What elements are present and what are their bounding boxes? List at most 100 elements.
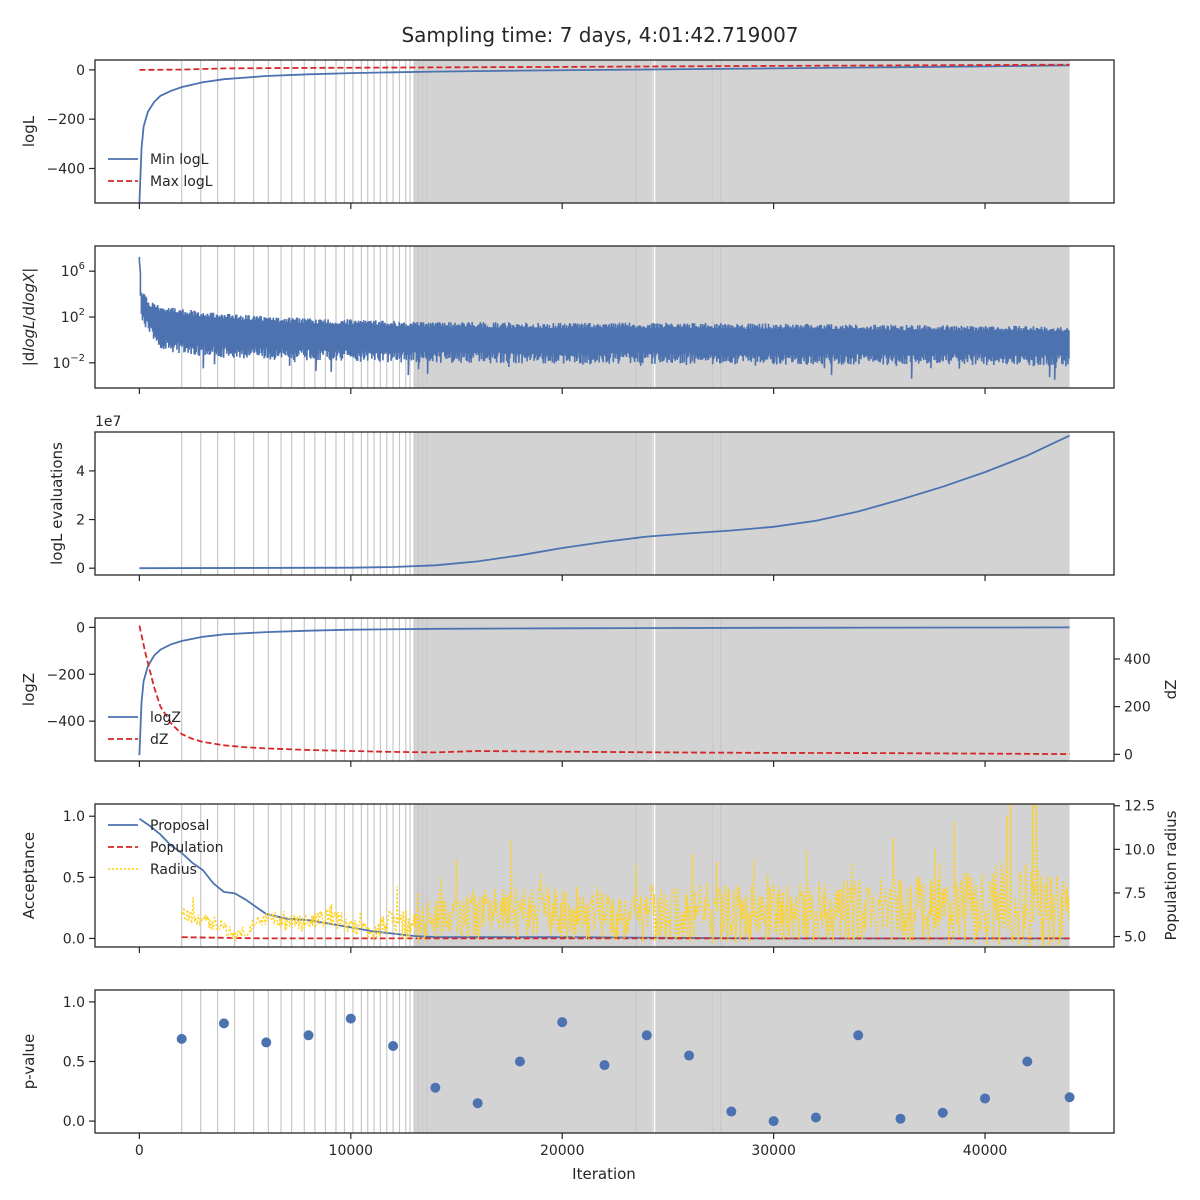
p-value-point bbox=[261, 1037, 272, 1048]
secondary-y-tick-label: 200 bbox=[1124, 700, 1151, 716]
shaded-region bbox=[414, 246, 653, 388]
shaded-region bbox=[655, 990, 1070, 1133]
secondary-y-axis-label: dZ bbox=[1162, 680, 1180, 700]
y-tick-label: 4 bbox=[76, 464, 85, 480]
p-value-point bbox=[853, 1030, 864, 1041]
legend-label: Population bbox=[150, 840, 224, 856]
y-axis-label: logZ bbox=[20, 673, 38, 706]
legend-label: logZ bbox=[150, 710, 181, 726]
secondary-y-tick-label: 7.5 bbox=[1124, 886, 1146, 902]
legend-label: Min logL bbox=[150, 152, 209, 168]
x-axis-label: Iteration bbox=[572, 1165, 636, 1183]
y-tick-label: −200 bbox=[47, 667, 85, 683]
y-tick-label: 0 bbox=[76, 620, 85, 636]
x-tick-label: 10000 bbox=[329, 1143, 374, 1159]
shaded-region bbox=[414, 432, 653, 575]
secondary-y-axis-label: Population radius bbox=[1162, 810, 1180, 940]
panel-1: 0 −200 −400 logL Min logL Max logL bbox=[20, 59, 1115, 209]
panel-4: 0 −200 −400 logZ 0 200 400 dZ logZ dZ bbox=[20, 617, 1180, 767]
p-value-point bbox=[684, 1050, 695, 1061]
shaded-region bbox=[414, 990, 653, 1133]
p-value-point bbox=[599, 1060, 610, 1071]
y-axis-label: Acceptance bbox=[20, 832, 38, 919]
p-value-point bbox=[726, 1106, 737, 1117]
secondary-y-tick-label: 400 bbox=[1124, 652, 1151, 668]
plot-area bbox=[138, 256, 1070, 380]
y-tick-label: −400 bbox=[47, 161, 85, 177]
y-tick-label: 0 bbox=[76, 63, 85, 79]
panel-5: 0.0 0.5 1.0 Acceptance 5.0 7.5 10.0 12.5 Populat… bbox=[20, 799, 1180, 953]
plot-area bbox=[138, 625, 1070, 756]
x-tick-label: 20000 bbox=[540, 1143, 585, 1159]
y-tick-label: 0.5 bbox=[63, 1055, 85, 1071]
shaded-region bbox=[414, 60, 653, 203]
shaded-region bbox=[655, 60, 1070, 203]
y-axis-label: logL evaluations bbox=[48, 442, 66, 565]
series-min-logl bbox=[138, 64, 1070, 203]
p-value-point bbox=[895, 1113, 906, 1124]
p-value-point bbox=[937, 1107, 948, 1118]
axes-frame bbox=[94, 431, 1115, 576]
derivative-band bbox=[138, 256, 1070, 380]
y-axis-label: logL bbox=[20, 115, 38, 147]
panel-2: 106 102 10−2 |dlogL/dlogX| bbox=[20, 245, 1115, 394]
axes-frame bbox=[94, 59, 1115, 204]
y-offset-label: 1e7 bbox=[95, 414, 121, 430]
axes-frame bbox=[94, 803, 1115, 948]
secondary-y-tick-label: 5.0 bbox=[1124, 930, 1146, 946]
p-value-point bbox=[388, 1041, 399, 1052]
shaded-region bbox=[655, 246, 1070, 388]
shaded-region bbox=[655, 432, 1070, 575]
legend-label: Proposal bbox=[150, 818, 209, 834]
plot-area bbox=[138, 804, 1070, 947]
plot-area bbox=[139, 434, 1070, 570]
y-tick-label: 102 bbox=[61, 307, 85, 326]
p-value-point bbox=[345, 1013, 356, 1024]
secondary-y-tick-label: 10.0 bbox=[1124, 842, 1155, 858]
series-3 bbox=[139, 434, 1070, 570]
y-tick-label: 1.0 bbox=[63, 995, 85, 1011]
p-value-point bbox=[303, 1030, 314, 1041]
p-value-point bbox=[641, 1030, 652, 1041]
series-radius bbox=[181, 804, 1070, 947]
secondary-y-tick-label: 0 bbox=[1124, 747, 1133, 763]
panel-6: 0 10000 20000 30000 40000 0.0 0.5 1.0 p-value bbox=[20, 989, 1115, 1159]
p-value-point bbox=[557, 1017, 568, 1028]
p-value-point bbox=[810, 1112, 821, 1123]
y-tick-label: 10−2 bbox=[52, 353, 85, 372]
p-value-point bbox=[1022, 1056, 1033, 1067]
p-value-point bbox=[472, 1098, 483, 1109]
y-tick-label: −200 bbox=[47, 112, 85, 128]
axes-frame bbox=[94, 617, 1115, 762]
p-value-point bbox=[768, 1116, 779, 1127]
shaded-region bbox=[655, 618, 1070, 761]
p-value-point bbox=[430, 1082, 441, 1093]
y-tick-label: 0.5 bbox=[63, 870, 85, 886]
series-dz bbox=[138, 625, 1070, 755]
y-tick-label: −400 bbox=[47, 714, 85, 730]
panels: 0 −200 −400 logL Min logL Max logL 106 102 10−2 |… bbox=[20, 59, 1180, 1159]
y-tick-label: 2 bbox=[76, 513, 85, 529]
p-value-point bbox=[218, 1018, 229, 1029]
legend-label: dZ bbox=[150, 732, 168, 748]
x-tick-label: 40000 bbox=[963, 1143, 1008, 1159]
series-population bbox=[181, 936, 1070, 940]
y-tick-label: 0 bbox=[76, 561, 85, 577]
legend-label: Radius bbox=[150, 862, 197, 878]
panel-3: 0 2 4 logL evaluations 1e7 bbox=[48, 414, 1115, 581]
x-tick-label: 0 bbox=[135, 1143, 144, 1159]
legend-label: Max logL bbox=[150, 174, 213, 190]
y-tick-label: 106 bbox=[61, 261, 85, 280]
p-value-point bbox=[176, 1033, 187, 1044]
plot-area bbox=[176, 1013, 1075, 1127]
p-value-point bbox=[1064, 1092, 1075, 1103]
shaded-region bbox=[414, 618, 653, 761]
p-value-point bbox=[514, 1056, 525, 1067]
y-tick-label: 1.0 bbox=[63, 809, 85, 825]
series-max-logl bbox=[139, 63, 1070, 71]
p-value-point bbox=[980, 1093, 991, 1104]
y-tick-label: 0.0 bbox=[63, 931, 85, 947]
series-logz bbox=[138, 626, 1070, 756]
y-axis-label: p-value bbox=[20, 1034, 38, 1090]
